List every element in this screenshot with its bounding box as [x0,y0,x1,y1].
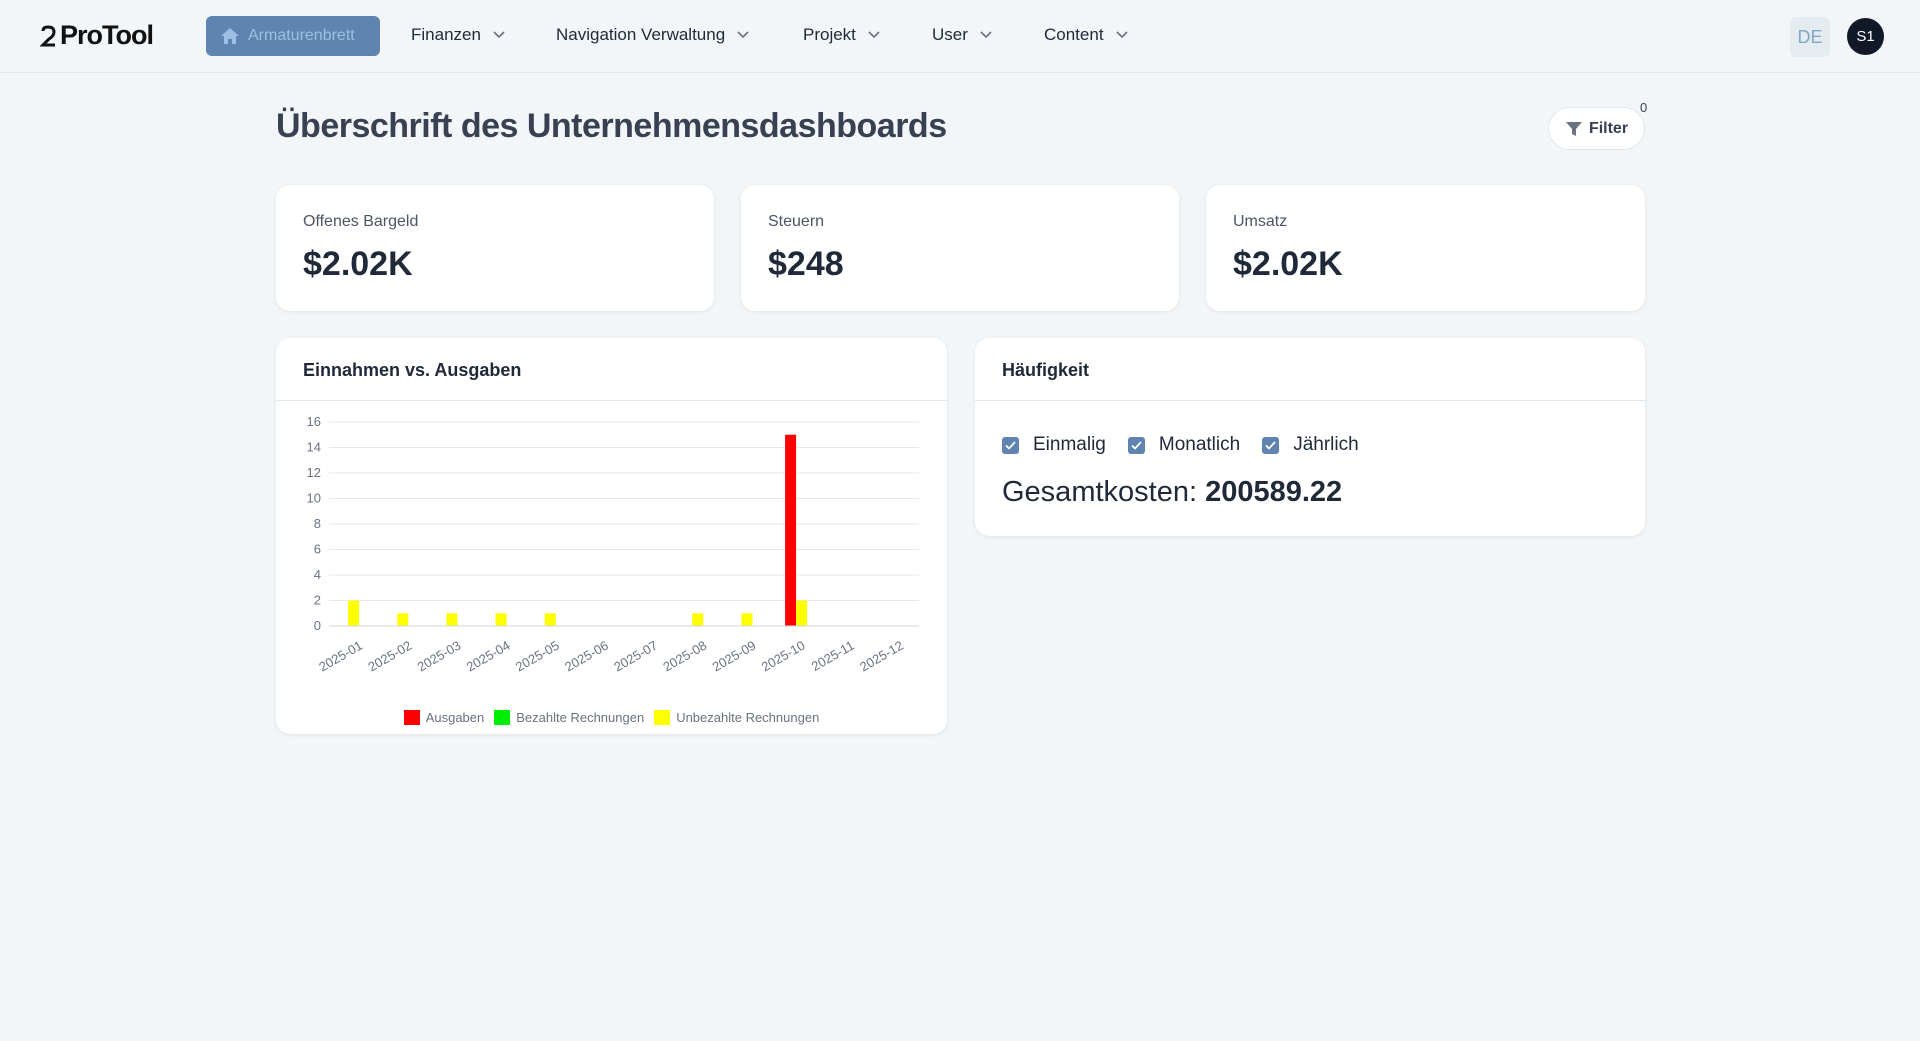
checkbox-label: Monatlich [1158,434,1241,455]
frequency-title: Häufigkeit [1002,360,1090,380]
checkbox-checked-icon[interactable] [1002,436,1019,454]
bar-unbezahlte-rechnungen [348,600,360,626]
bar-unbezahlte-rechnungen [446,613,458,626]
y-tick-label: 8 [314,516,321,531]
bar-unbezahlte-rechnungen [544,613,556,626]
nav-item-label: Finanzen [411,25,481,44]
legend-label: Ausgaben [425,710,485,725]
bar-ausgaben [785,434,797,626]
x-tick-label: 2025-11 [809,638,857,674]
checkbox-monatlich[interactable]: Monatlich [1127,434,1241,456]
total-costs: Gesamtkosten: 200589.22 [1002,476,1342,509]
bar-unbezahlte-rechnungen [692,613,704,626]
nav-item-finanzen[interactable]: Finanzen [411,25,505,45]
stat-value: $2.02K [303,245,413,283]
bar-unbezahlte-rechnungen [495,613,507,626]
legend-item-ausgaben[interactable]: Ausgaben [403,710,485,725]
chevron-down-icon [980,31,992,39]
frequency-options: Einmalig Monatlich Jährlich [1002,434,1381,456]
stat-label: Umsatz [1233,213,1288,230]
legend-swatch [654,710,671,725]
nav-item-label: Armaturenbrett [248,27,355,44]
y-tick-label: 14 [307,440,321,455]
stat-card-offenes-bargeld: Offenes Bargeld $2.02K [276,185,714,311]
y-tick-label: 4 [314,567,321,582]
nav-item-projekt[interactable]: Projekt [803,25,880,45]
nav-item-label: Content [1044,25,1104,44]
checkbox-einmalig[interactable]: Einmalig [1002,434,1106,456]
logo-icon [40,24,56,46]
stat-value: $2.02K [1233,245,1343,283]
chevron-down-icon [737,31,749,39]
chevron-down-icon [493,31,505,39]
page-title: Überschrift des Unternehmensdashboards [276,107,947,145]
nav-item-content[interactable]: Content [1044,25,1128,45]
total-costs-label: Gesamtkosten: [1002,476,1198,508]
x-tick-label: 2025-07 [611,638,660,675]
x-tick-label: 2025-10 [759,638,808,675]
home-icon [221,28,239,44]
chart-card-header: Einnahmen vs. Ausgaben [276,338,947,401]
y-tick-label: 6 [314,542,321,557]
top-navigation: ProTool Armaturenbrett Finanzen Navigati… [0,0,1920,73]
checkbox-checked-icon[interactable] [1262,436,1280,454]
nav-item-user[interactable]: User [932,25,992,45]
logo-text: ProTool [60,20,154,50]
x-tick-label: 2025-02 [365,638,414,675]
total-costs-value: 200589.22 [1205,476,1343,508]
filter-icon [1565,121,1582,136]
stat-label: Offenes Bargeld [303,213,419,230]
legend-item-unbezahlte-rechnungen[interactable]: Unbezahlte Rechnungen [654,710,819,725]
legend-label: Unbezahlte Rechnungen [676,710,820,725]
y-tick-label: 2 [314,593,321,608]
stat-card-steuern: Steuern $248 [741,185,1179,311]
checkbox-label: Jährlich [1293,434,1359,455]
y-tick-label: 10 [307,491,321,506]
y-tick-label: 12 [307,465,321,480]
chart-card: Einnahmen vs. Ausgaben 0 2 4 6 8 10 12 14 16 2025… [276,338,947,734]
x-tick-label: 2025-12 [857,638,906,675]
logo[interactable]: ProTool [40,20,154,51]
legend-label: Bezahlte Rechnungen [516,710,645,725]
bar-unbezahlte-rechnungen [397,613,409,626]
x-tick-label: 2025-01 [316,638,365,675]
y-tick-label: 0 [314,618,321,633]
chevron-down-icon [868,31,880,39]
x-tick-label: 2025-06 [562,638,611,675]
bar-unbezahlte-rechnungen [796,600,808,626]
x-tick-label: 2025-05 [513,638,562,675]
stat-card-umsatz: Umsatz $2.02K [1206,185,1645,311]
stat-label: Steuern [768,213,825,230]
checkbox-jaehrlich[interactable]: Jährlich [1262,434,1359,456]
stat-value: $248 [768,245,844,283]
x-tick-label: 2025-09 [710,638,759,675]
chart-title: Einnahmen vs. Ausgaben [303,360,522,380]
nav-item-label: Projekt [803,25,856,44]
nav-item-navigation-verwaltung[interactable]: Navigation Verwaltung [556,25,749,45]
legend-item-bezahlte-rechnungen[interactable]: Bezahlte Rechnungen [494,710,644,725]
x-tick-label: 2025-08 [660,638,709,675]
checkbox-checked-icon[interactable] [1127,436,1145,454]
filter-count-badge: 0 [1640,100,1648,115]
filter-button[interactable]: Filter [1548,107,1645,150]
frequency-card-header: Häufigkeit [975,338,1645,401]
bar-unbezahlte-rechnungen [741,613,753,626]
nav-item-label: Navigation Verwaltung [556,25,726,44]
avatar[interactable]: S1 [1847,18,1884,55]
filter-label: Filter [1588,119,1629,137]
x-tick-label: 2025-04 [464,638,513,675]
legend-swatch [494,710,511,725]
language-switch[interactable]: DE [1790,17,1830,57]
checkbox-label: Einmalig [1033,434,1106,455]
chart-legend: Ausgaben Bezahlte Rechnungen Unbezahlte … [276,710,947,725]
legend-swatch [403,710,420,725]
chevron-down-icon [1115,31,1128,39]
frequency-card: Häufigkeit Einmalig Monatlich Jährlich G… [975,338,1645,536]
x-tick-label: 2025-03 [415,638,464,675]
nav-item-dashboard[interactable]: Armaturenbrett [206,16,380,56]
nav-item-label: User [932,25,968,44]
y-tick-label: 16 [307,414,321,429]
